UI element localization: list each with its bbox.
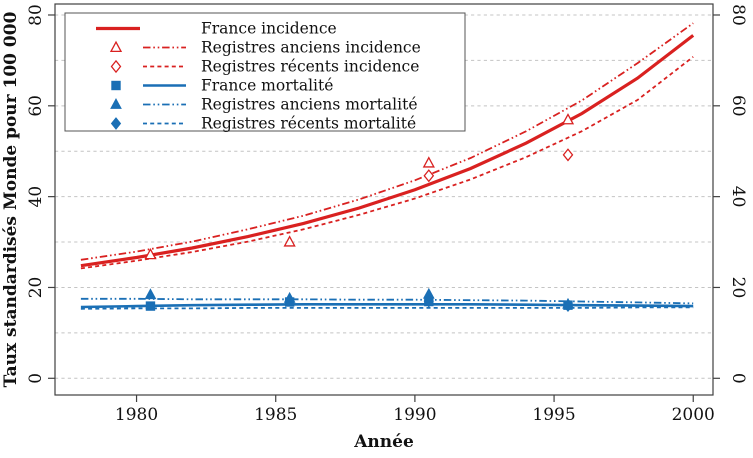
y-tick-label-left: 0	[26, 373, 46, 384]
series-line-registres-anciens-incidence	[80, 22, 694, 261]
legend-item-label: Registres anciens mortalité	[201, 96, 418, 114]
data-point-triangle-open	[422, 156, 435, 168]
x-tick-label: 2000	[672, 405, 715, 425]
data-point-diamond-filled	[423, 294, 434, 308]
x-tick-label: 1985	[254, 405, 297, 425]
plot-border	[54, 3, 714, 396]
y-tick-label-right: 60	[728, 95, 748, 117]
legend-box	[64, 12, 466, 132]
y-tick-label-left: 60	[26, 95, 46, 117]
points-registres-recents-incidence	[423, 148, 574, 183]
legend-item-france-incidence: France incidence	[96, 20, 337, 38]
series-line-registres-recents-mortalite	[80, 306, 694, 310]
series-lines	[80, 22, 695, 310]
y-tick-label-left: 20	[26, 277, 46, 299]
data-point-diamond-open	[562, 148, 574, 162]
legend-item-france-mortalite: France mortalité	[111, 77, 333, 95]
x-tick-label: 1990	[393, 405, 436, 425]
data-point-square-filled	[145, 301, 156, 311]
data-point-triangle-open	[561, 113, 575, 125]
data-point-diamond-filled	[110, 117, 122, 130]
y-tick-label-left: 40	[26, 186, 46, 208]
y-tick-label-right: 40	[728, 186, 748, 208]
y-axis-title: Taux standardisés Monde pour 100 000	[1, 11, 21, 387]
data-point-triangle-open	[283, 235, 296, 247]
x-tick-label: 1980	[115, 405, 158, 425]
data-point-diamond-open	[110, 59, 122, 74]
legend-item-label: Registres anciens incidence	[201, 39, 421, 57]
legend-item-label: France mortalité	[201, 77, 333, 95]
y-tick-label-left: 80	[26, 4, 46, 26]
legend-item-registres-recents-incidence: Registres récents incidence	[110, 58, 419, 76]
x-axis-title: Année	[353, 432, 414, 452]
legend-item-registres-recents-mortalite: Registres récents mortalité	[110, 115, 416, 133]
data-point-triangle-open	[109, 40, 123, 53]
series-line-france-incidence	[80, 34, 695, 268]
data-point-triangle-filled	[283, 291, 296, 303]
y-tick-label-right: 80	[728, 4, 748, 26]
series-line-registres-anciens-mortalite	[80, 297, 694, 305]
y-tick-label-right: 20	[728, 277, 748, 299]
series-line-registres-recents-incidence	[80, 56, 694, 270]
series-line-france-mortalite	[80, 303, 694, 309]
series-points	[144, 113, 575, 313]
legend-item-label: Registres récents incidence	[201, 58, 419, 76]
points-registres-recents-mortalite	[423, 294, 574, 313]
legend-item-registres-anciens-incidence: Registres anciens incidence	[109, 39, 421, 57]
axes: 1980 1985 1990 1995 2000 0 0 20 20 40 40 60 60 80 80	[26, 4, 748, 425]
data-point-diamond-filled	[562, 299, 574, 313]
legend-item-registres-anciens-mortalite: Registres anciens mortalité	[110, 96, 418, 114]
data-point-square-filled	[111, 80, 121, 91]
data-point-triangle-filled	[110, 98, 122, 109]
data-point-triangle-filled	[144, 288, 157, 300]
x-tick-label: 1995	[532, 405, 575, 425]
y-tick-label-right: 0	[728, 373, 748, 384]
points-registres-anciens-incidence	[144, 113, 575, 260]
data-point-triangle-open	[144, 248, 157, 260]
data-point-diamond-open	[423, 169, 435, 183]
legend-item-label: Registres récents mortalité	[201, 115, 416, 133]
legend-item-label: France incidence	[201, 20, 337, 38]
